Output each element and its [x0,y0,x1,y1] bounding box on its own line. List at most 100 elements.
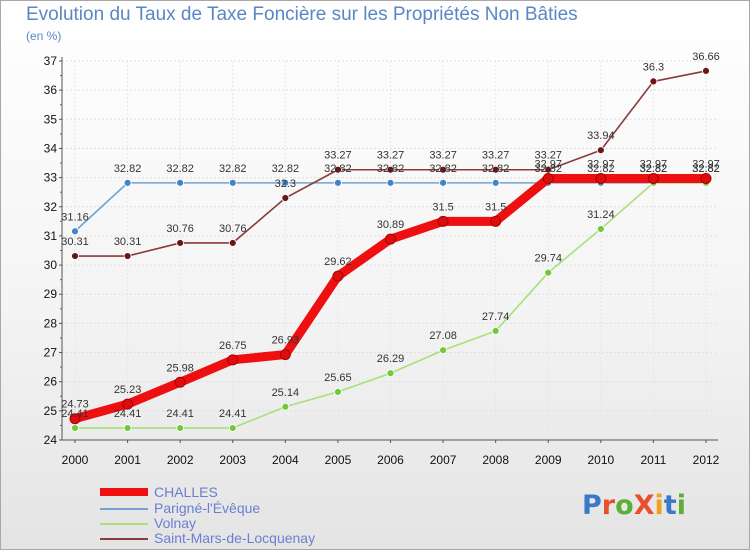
data-label: 33.94 [587,130,615,142]
data-label: 27.74 [482,311,510,323]
proxiti-logo: ProXiti [582,490,686,521]
data-label: 32.82 [482,163,510,175]
y-tick-label: 24 [44,433,58,447]
data-point [227,354,239,366]
data-label: 24.41 [61,408,89,420]
legend-swatch [100,538,148,540]
data-point [490,215,502,227]
x-tick-label: 2012 [693,453,720,467]
data-point [281,402,290,411]
x-tick-label: 2011 [641,453,667,467]
data-point [123,178,132,187]
data-point [228,178,237,187]
data-label: 32.97 [692,158,720,170]
data-label: 24.41 [219,408,247,420]
y-tick-label: 26 [44,375,58,389]
legend-label: CHALLES [154,484,218,500]
logo-letter: o [615,490,634,521]
logo-letter: i [654,490,664,521]
data-point [647,172,659,184]
data-point [439,165,447,174]
logo-letter: i [676,490,686,521]
data-label: 29.62 [324,256,352,268]
data-point [176,239,185,247]
data-label: 32.82 [640,163,668,175]
data-label: 25.65 [324,372,352,384]
data-label: 32.82 [692,163,720,175]
x-tick-label: 2002 [167,453,194,467]
data-point [386,178,395,187]
data-point [334,387,342,396]
x-tick-label: 2009 [535,453,562,467]
data-point [649,77,658,86]
data-label: 25.23 [114,384,142,396]
y-tick-label: 34 [44,141,58,155]
logo-letter: X [633,490,655,521]
data-label: 30.89 [377,219,405,231]
data-point [281,178,290,187]
data-point [332,270,344,282]
y-tick-label: 29 [44,287,58,301]
chart-title: Evolution du Taux de Taxe Foncière sur l… [26,4,578,25]
data-label: 32.97 [534,158,562,170]
legend-swatch [100,508,148,510]
data-label: 31.24 [587,209,615,221]
data-point [71,424,79,432]
data-label: 32.82 [640,163,668,175]
y-tick-label: 37 [44,54,58,68]
data-label: 26.75 [219,340,247,352]
data-label: 32.82 [429,163,457,175]
data-point [596,146,605,155]
x-tick-label: 2004 [272,453,299,467]
y-tick-label: 36 [44,83,58,97]
legend-label: Volnay [154,515,197,531]
data-label: 25.14 [272,387,300,399]
x-tick-label: 2001 [114,453,141,467]
data-label: 30.76 [219,223,247,235]
data-label: 24.73 [61,399,89,411]
data-point [437,215,449,227]
data-label: 33.27 [482,150,510,162]
data-label: 26.29 [377,353,405,365]
x-tick-label: 2008 [482,453,509,467]
data-point [71,252,79,260]
data-label: 32.82 [219,163,247,175]
x-tick-label: 2000 [62,453,89,467]
data-point [439,178,447,187]
data-label: 24.41 [114,408,142,420]
y-tick-label: 35 [44,112,58,126]
data-point [491,178,500,187]
y-tick-label: 32 [44,200,58,214]
y-tick-label: 28 [44,316,58,330]
data-label: 33.27 [534,150,562,162]
data-label: 31.16 [61,211,89,223]
data-label: 32.82 [324,163,352,175]
data-point [334,165,342,174]
data-point [439,346,447,355]
logo-letter: r [601,490,616,521]
data-point [281,194,290,202]
data-point [542,172,554,184]
data-point [385,233,396,245]
data-point [174,376,186,388]
legend-swatch [100,488,148,496]
data-label: 26.93 [272,335,300,347]
data-label: 31.5 [485,201,506,213]
data-label: 24.41 [166,408,194,420]
data-point [700,172,712,184]
y-tick-label: 31 [44,229,58,243]
data-point [386,369,395,378]
data-label: 30.76 [166,223,194,235]
data-point [386,165,395,174]
data-point [122,398,134,410]
data-label: 25.98 [166,362,194,374]
data-label: 32.97 [640,158,668,170]
data-point [279,349,291,361]
logo-letter: t [663,490,677,521]
data-point [544,268,553,277]
data-point [491,165,500,174]
data-point [123,252,132,260]
data-label: 27.08 [429,330,457,342]
